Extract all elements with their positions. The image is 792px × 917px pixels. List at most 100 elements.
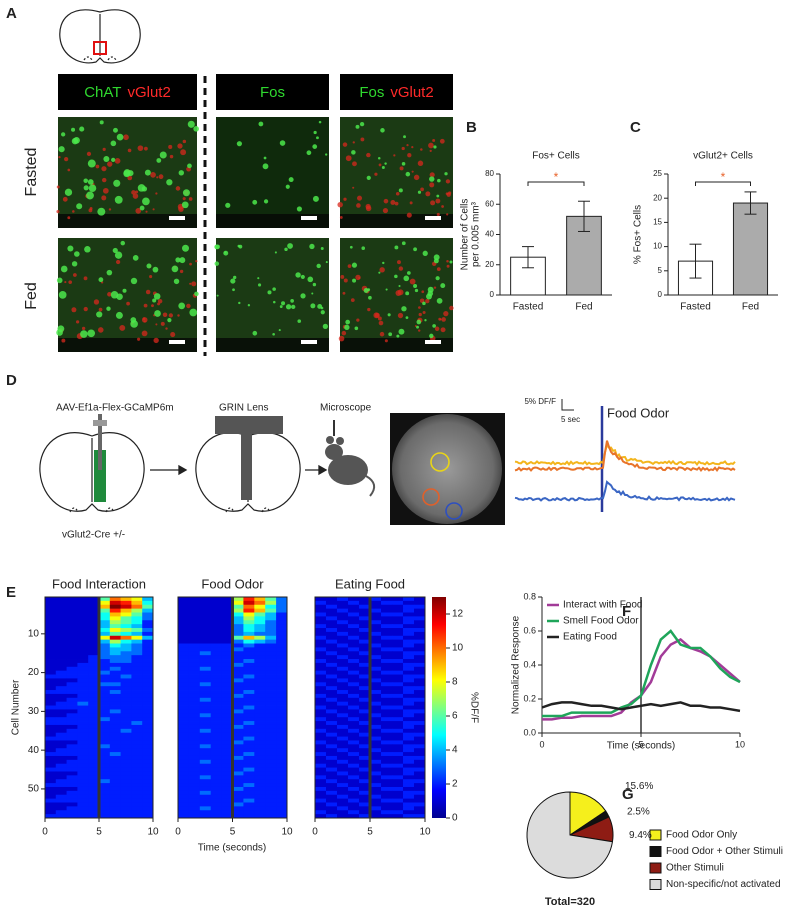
heatmap-cell: [221, 697, 233, 703]
scale-label: 5 sec: [561, 415, 580, 424]
heatmap-cell: [359, 597, 371, 602]
heatmap-cell: [55, 775, 67, 780]
heatmap-cell: [359, 806, 371, 811]
heatmap-cell: [348, 779, 360, 784]
heatmap-cell: [276, 732, 288, 737]
heatmap-cell: [243, 686, 255, 691]
cell-red: [127, 175, 133, 181]
heatmap-cell: [370, 651, 382, 656]
heatmap-cell: [265, 693, 277, 699]
heatmap-cell: [254, 674, 266, 679]
heatmap-cell: [348, 752, 360, 757]
heatmap-cell: [142, 783, 154, 788]
heatmap-cell: [120, 678, 132, 683]
heatmap-cell: [276, 790, 288, 796]
heatmap-cell: [109, 709, 121, 714]
heatmap-cell: [370, 763, 382, 768]
grin-lens: [241, 434, 252, 500]
heatmap-cell: [45, 678, 57, 683]
heatmap-cell: [188, 775, 201, 780]
heatmap-cell: [276, 783, 288, 788]
heatmap-cell: [326, 717, 338, 722]
cell-red: [441, 205, 444, 208]
cell-green: [189, 308, 198, 317]
heatmap-cell: [265, 690, 277, 695]
heatmap-cell: [359, 635, 371, 641]
heatmap-cell: [131, 693, 143, 699]
heatmap-cell: [403, 763, 415, 768]
heatmap-cell: [276, 628, 288, 633]
heatmap-cell: [131, 643, 143, 648]
heatmap-cell: [131, 662, 143, 668]
heatmap-cell: [348, 597, 360, 602]
heatmap-cell: [88, 814, 100, 819]
heatmap-cell: [326, 794, 338, 800]
cell-red: [345, 155, 352, 162]
cell-red: [428, 142, 434, 149]
heatmap-cell: [55, 655, 67, 660]
cell-green: [295, 272, 301, 278]
heatmap-cell: [232, 693, 244, 699]
cell-green: [123, 170, 131, 178]
heatmap-cell: [45, 794, 57, 800]
heatmap-cell: [221, 736, 233, 741]
heatmap-cell: [221, 783, 233, 788]
cell-red: [425, 298, 430, 304]
heatmap-cell: [370, 639, 382, 644]
legend-swatch: [649, 846, 662, 857]
heatmap-cell: [337, 624, 349, 629]
cell-red: [135, 190, 139, 194]
heatmap-cell: [337, 616, 349, 621]
heatmap-cell: [131, 678, 143, 683]
heatmap-cell: [403, 682, 415, 687]
heatmap-cell: [243, 616, 255, 621]
panel-label: A: [6, 5, 17, 22]
heatmap-cell: [381, 802, 393, 807]
heatmap-cell: [88, 771, 100, 776]
cell-green: [267, 290, 272, 295]
heatmap-cell: [188, 810, 201, 815]
y-tick-label: 0.2: [523, 693, 536, 703]
heatmap-cell: [348, 721, 360, 726]
heatmap-cell: [88, 693, 100, 699]
cell-red: [101, 177, 107, 183]
heatmap-cell: [131, 690, 143, 695]
heatmap-cell: [276, 802, 288, 807]
y-tick-label: 80: [485, 169, 494, 178]
scale-bar: [301, 340, 317, 344]
heatmap-cell: [120, 724, 132, 730]
heatmap-cell: [370, 744, 382, 749]
cell-green: [60, 132, 66, 137]
cell-red: [413, 174, 420, 181]
heatmap-cell: [188, 670, 201, 675]
scale-label: 5% DF/F: [524, 397, 556, 406]
heatmap-cell: [359, 814, 371, 819]
heatmap-cell: [77, 662, 89, 668]
cell-red: [338, 335, 345, 342]
cell-red: [342, 142, 348, 147]
heatmap-cell: [221, 755, 233, 761]
y-axis-label: Normalized Response: [511, 615, 522, 714]
cell-green: [113, 179, 121, 187]
cell-red: [150, 172, 156, 178]
heatmap-cell: [359, 786, 371, 792]
heatmap-cell: [88, 740, 100, 745]
heatmap-cell: [45, 655, 57, 660]
heatmap-cell: [188, 647, 201, 652]
lens-holder: [215, 416, 283, 434]
heatmap-cell: [120, 600, 132, 606]
heatmap-cell: [178, 724, 190, 730]
heatmap-cell: [265, 635, 277, 641]
heatmap-cell: [403, 740, 415, 745]
heatmap-cell: [178, 798, 190, 803]
heatmap-cell: [142, 705, 154, 710]
heatmap-cell: [131, 810, 143, 815]
label: vGlut2-Cre +/-: [62, 530, 125, 541]
cell-red: [81, 326, 86, 331]
heatmap-cell: [265, 810, 277, 815]
heatmap-cell: [131, 736, 143, 741]
heatmap-cell: [199, 775, 212, 780]
heatmap-cell: [199, 790, 212, 796]
cell-red: [411, 146, 414, 149]
heatmap-cell: [414, 771, 426, 776]
